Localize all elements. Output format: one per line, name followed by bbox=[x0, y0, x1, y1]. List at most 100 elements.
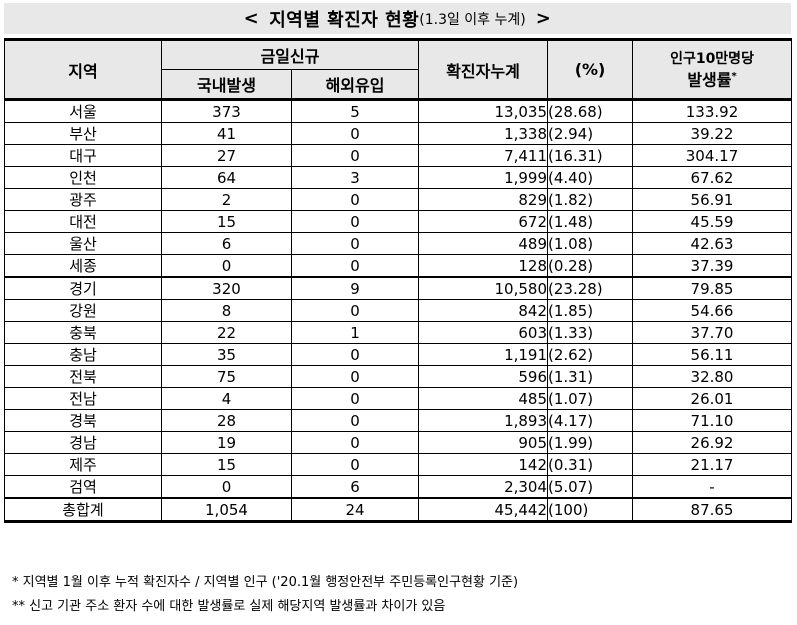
cumulative-cell: 596 bbox=[418, 365, 549, 388]
cumulative-cell: 128 bbox=[418, 254, 549, 278]
percent-cell: (4.17) bbox=[547, 409, 634, 432]
domestic-cell: 15 bbox=[161, 453, 292, 476]
region-cell: 인천 bbox=[4, 166, 162, 189]
domestic-cell: 320 bbox=[161, 276, 292, 300]
table-row: 부산 41 0 1,338 (2.94) 39.22 bbox=[4, 122, 793, 145]
region-cell: 경남 bbox=[4, 431, 162, 454]
cumulative-cell: 842 bbox=[418, 299, 549, 322]
percent-cell: (0.31) bbox=[547, 453, 634, 476]
header-cumulative: 확진자누계 bbox=[418, 38, 549, 101]
rate-cell: 56.11 bbox=[632, 343, 793, 366]
rate-cell: 37.39 bbox=[632, 254, 793, 278]
domestic-cell: 75 bbox=[161, 365, 292, 388]
overseas-cell: 0 bbox=[290, 210, 420, 233]
percent-cell: (2.62) bbox=[547, 343, 634, 366]
regional-cases-table: 지역 금일신규 확진자누계 (%) 인구10만명당 발생률* 국내발생 해외유입… bbox=[4, 38, 793, 523]
table-row: 대구 27 0 7,411 (16.31) 304.17 bbox=[4, 144, 793, 167]
overseas-cell: 0 bbox=[290, 254, 420, 278]
percent-cell: (1.31) bbox=[547, 365, 634, 388]
rate-cell: 26.01 bbox=[632, 387, 793, 410]
table-row: 충북 22 1 603 (1.33) 37.70 bbox=[4, 321, 793, 344]
cumulative-cell: 905 bbox=[418, 431, 549, 454]
rate-cell: 37.70 bbox=[632, 321, 793, 344]
cumulative-cell: 829 bbox=[418, 188, 549, 211]
region-cell: 충북 bbox=[4, 321, 162, 344]
overseas-cell: 9 bbox=[290, 276, 420, 300]
overseas-cell: 0 bbox=[290, 299, 420, 322]
cumulative-cell: 1,338 bbox=[418, 122, 549, 145]
footnote-1: * 지역별 1월 이후 누적 확진자수 / 지역별 인구 ('20.1월 행정안… bbox=[12, 575, 519, 590]
region-cell: 서울 bbox=[4, 99, 162, 123]
rate-cell: 87.65 bbox=[632, 497, 793, 523]
overseas-cell: 0 bbox=[290, 343, 420, 366]
overseas-cell: 0 bbox=[290, 431, 420, 454]
rate-cell: 45.59 bbox=[632, 210, 793, 233]
domestic-cell: 0 bbox=[161, 254, 292, 278]
overseas-cell: 0 bbox=[290, 453, 420, 476]
overseas-cell: 0 bbox=[290, 188, 420, 211]
region-cell: 대전 bbox=[4, 210, 162, 233]
table-row: 울산 6 0 489 (1.08) 42.63 bbox=[4, 232, 793, 255]
header-rate-line1: 인구10만명당 bbox=[670, 50, 754, 67]
percent-cell: (1.48) bbox=[547, 210, 634, 233]
table-row: 강원 8 0 842 (1.85) 54.66 bbox=[4, 299, 793, 322]
table-row: 경기 320 9 10,580 (23.28) 79.85 bbox=[4, 276, 793, 300]
overseas-cell: 0 bbox=[290, 122, 420, 145]
table-row: 세종 0 0 128 (0.28) 37.39 bbox=[4, 254, 793, 278]
header-region: 지역 bbox=[4, 38, 162, 101]
overseas-cell: 0 bbox=[290, 144, 420, 167]
cumulative-cell: 2,304 bbox=[418, 475, 549, 499]
rate-cell: 26.92 bbox=[632, 431, 793, 454]
overseas-cell: 3 bbox=[290, 166, 420, 189]
percent-cell: (1.82) bbox=[547, 188, 634, 211]
region-cell: 광주 bbox=[4, 188, 162, 211]
rate-cell: 67.62 bbox=[632, 166, 793, 189]
cumulative-cell: 485 bbox=[418, 387, 549, 410]
header-percent: (%) bbox=[547, 38, 634, 101]
title-close-bracket: > bbox=[535, 8, 552, 29]
cumulative-cell: 1,999 bbox=[418, 166, 549, 189]
cumulative-cell: 672 bbox=[418, 210, 549, 233]
percent-cell: (1.07) bbox=[547, 387, 634, 410]
table-row: 충남 35 0 1,191 (2.62) 56.11 bbox=[4, 343, 793, 366]
domestic-cell: 19 bbox=[161, 431, 292, 454]
percent-cell: (1.85) bbox=[547, 299, 634, 322]
header-rate-mark: * bbox=[731, 70, 737, 82]
domestic-cell: 27 bbox=[161, 144, 292, 167]
overseas-cell: 6 bbox=[290, 475, 420, 499]
region-cell: 전북 bbox=[4, 365, 162, 388]
cumulative-cell: 1,191 bbox=[418, 343, 549, 366]
footnotes: * 지역별 1월 이후 누적 확진자수 / 지역별 인구 ('20.1월 행정안… bbox=[12, 571, 792, 619]
cumulative-cell: 142 bbox=[418, 453, 549, 476]
overseas-cell: 0 bbox=[290, 387, 420, 410]
region-cell: 울산 bbox=[4, 232, 162, 255]
rate-cell: - bbox=[632, 475, 793, 499]
overseas-cell: 0 bbox=[290, 232, 420, 255]
region-cell: 경기 bbox=[4, 276, 162, 300]
domestic-cell: 4 bbox=[161, 387, 292, 410]
table-row: 대전 15 0 672 (1.48) 45.59 bbox=[4, 210, 793, 233]
domestic-cell: 22 bbox=[161, 321, 292, 344]
header-domestic: 국내발생 bbox=[161, 69, 292, 101]
domestic-cell: 35 bbox=[161, 343, 292, 366]
overseas-cell: 0 bbox=[290, 409, 420, 432]
table-row: 전북 75 0 596 (1.31) 32.80 bbox=[4, 365, 793, 388]
table-row: 경남 19 0 905 (1.99) 26.92 bbox=[4, 431, 793, 454]
domestic-cell: 8 bbox=[161, 299, 292, 322]
percent-cell: (5.07) bbox=[547, 475, 634, 499]
rate-cell: 71.10 bbox=[632, 409, 793, 432]
cumulative-cell: 603 bbox=[418, 321, 549, 344]
region-cell: 강원 bbox=[4, 299, 162, 322]
domestic-cell: 64 bbox=[161, 166, 292, 189]
rate-cell: 133.92 bbox=[632, 99, 793, 123]
header-new-today: 금일신규 bbox=[160, 38, 420, 70]
table-row: 서울 373 5 13,035 (28.68) 133.92 bbox=[4, 99, 793, 123]
percent-cell: (2.94) bbox=[547, 122, 634, 145]
table-row: 총합계 1,054 24 45,442 (100) 87.65 bbox=[4, 497, 793, 523]
overseas-cell: 24 bbox=[290, 497, 420, 523]
percent-cell: (28.68) bbox=[547, 99, 634, 123]
rate-cell: 56.91 bbox=[632, 188, 793, 211]
domestic-cell: 28 bbox=[161, 409, 292, 432]
cumulative-cell: 13,035 bbox=[418, 99, 549, 123]
rate-cell: 79.85 bbox=[632, 276, 793, 300]
